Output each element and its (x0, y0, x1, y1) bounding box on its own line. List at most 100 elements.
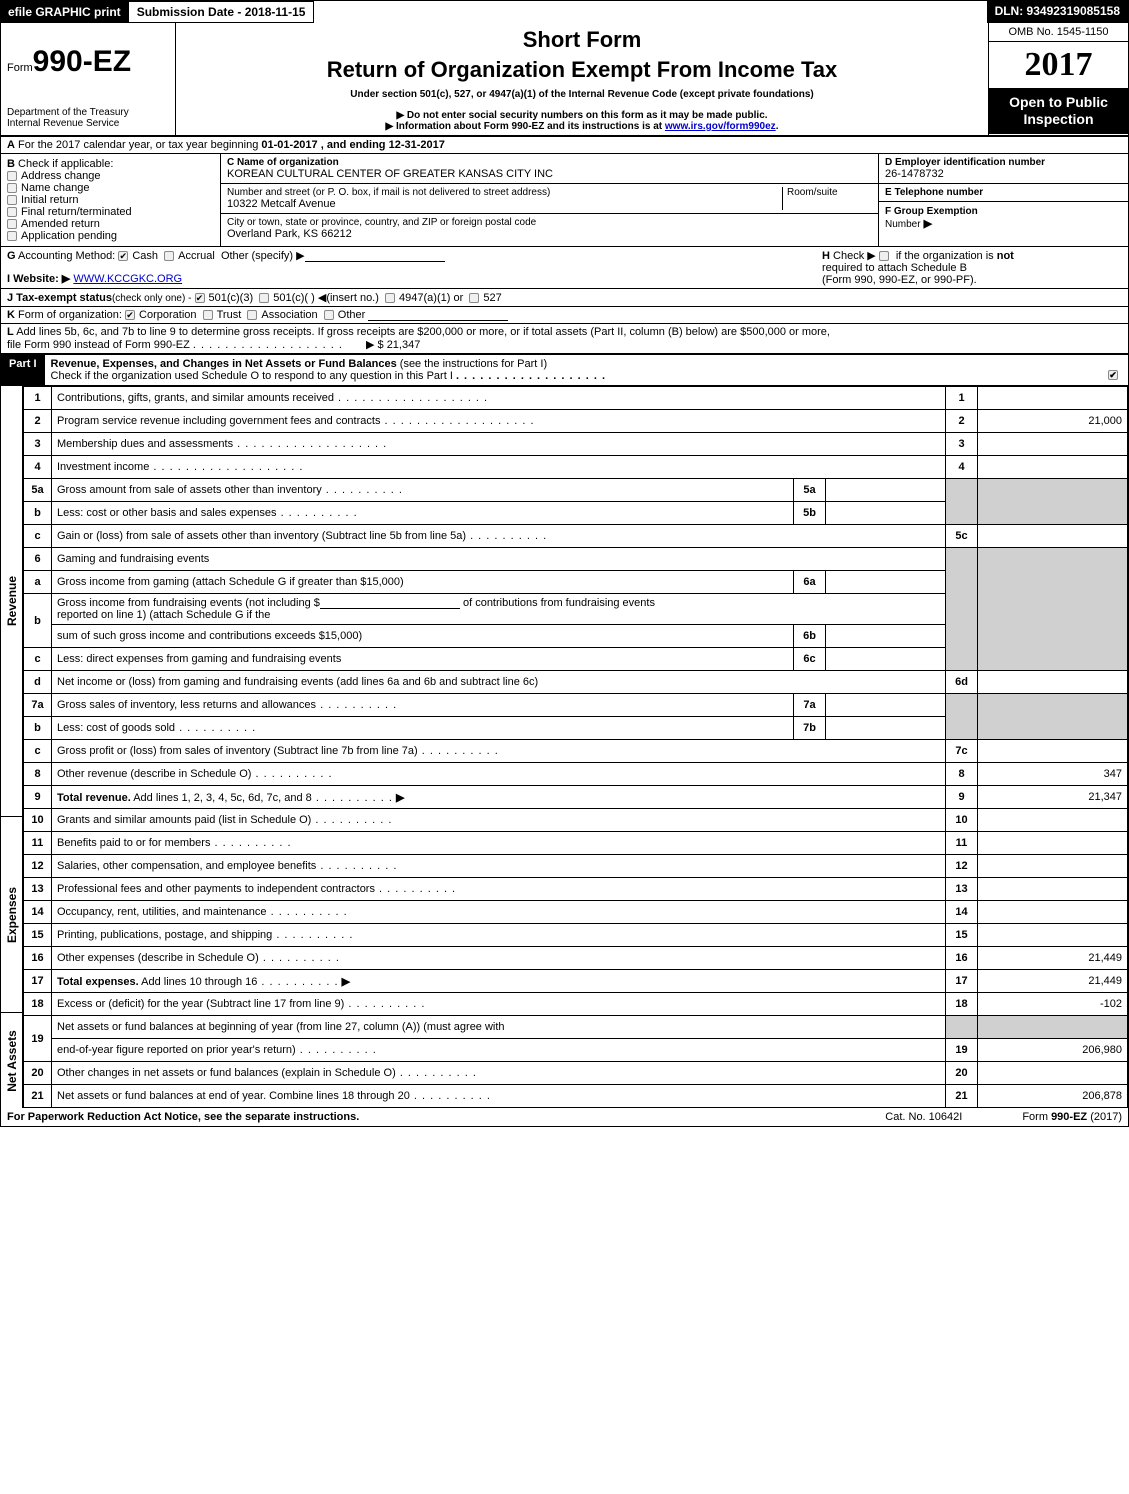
checkbox-501c[interactable] (259, 293, 269, 303)
line-7a: 7aGross sales of inventory, less returns… (24, 694, 1128, 717)
checkbox-initial-return[interactable] (7, 195, 17, 205)
footer-mid: Cat. No. 10642I (885, 1111, 962, 1123)
ln-12-rn: 12 (946, 855, 978, 878)
ln-12-num: 12 (24, 855, 52, 878)
ln-5c-desc: Gain or (loss) from sale of assets other… (57, 530, 466, 542)
row-j: J Tax-exempt status(check only one) - 50… (1, 289, 1128, 307)
ln-6b-mn: 6b (794, 625, 826, 648)
l-dots (193, 339, 343, 351)
ln-2-val: 21,000 (978, 410, 1128, 433)
omb-number: OMB No. 1545-1150 (989, 23, 1128, 42)
b-title: Check if applicable: (18, 158, 113, 170)
b-opt-0: Address change (21, 170, 101, 182)
h-text4: (Form 990, 990-EZ, or 990-PF). (822, 274, 977, 286)
ln-8-desc: Other revenue (describe in Schedule O) (57, 768, 251, 780)
efile-print-button[interactable]: efile GRAPHIC print (1, 1, 128, 23)
ln-6a-mv (826, 571, 946, 594)
shade-19 (946, 1016, 978, 1039)
line-14: 14 Occupancy, rent, utilities, and mainte… (24, 901, 1128, 924)
line-7c: cGross profit or (loss) from sales of in… (24, 740, 1128, 763)
dept-irs: Internal Revenue Service (7, 118, 169, 129)
checkbox-cash[interactable] (118, 251, 128, 261)
h-block: H Check ▶ if the organization is not req… (822, 249, 1122, 286)
ln-21-dots (410, 1090, 491, 1102)
checkbox-501c3[interactable] (195, 293, 205, 303)
ln-7b-mv (826, 717, 946, 740)
ln-9-arrow: ▶ (396, 792, 404, 804)
c-street: 10322 Metcalf Avenue (227, 198, 782, 210)
part1-dots (456, 370, 606, 382)
checkbox-accrual[interactable] (164, 251, 174, 261)
ln-7c-rn: 7c (946, 740, 978, 763)
ln-3-num: 3 (24, 433, 52, 456)
ln-11-rn: 11 (946, 832, 978, 855)
ln-21-val: 206,878 (978, 1085, 1128, 1108)
label-i: I Website: ▶ (7, 273, 70, 285)
vtab-revenue-label: Revenue (5, 576, 19, 626)
vtab-expenses-label: Expenses (5, 886, 19, 942)
checkbox-address-change[interactable] (7, 171, 17, 181)
line-6: 6Gaming and fundraising events (24, 548, 1128, 571)
ln-4-desc: Investment income (57, 461, 303, 473)
ln-7b-desc: Less: cost of goods sold (57, 722, 256, 734)
ln-17-arrow: ▶ (342, 976, 350, 988)
checkbox-corporation[interactable] (125, 310, 135, 320)
f-label: F Group Exemption (885, 206, 978, 217)
ln-17-rn: 17 (946, 970, 978, 993)
label-b: B (7, 158, 15, 170)
ln-18-dots (344, 998, 425, 1010)
ln-2-desc: Program service revenue including govern… (57, 415, 535, 427)
checkbox-schedule-o[interactable] (1108, 370, 1118, 380)
ln-3-rn: 3 (946, 433, 978, 456)
ln-3-val (978, 433, 1128, 456)
ln-14-desc: Occupancy, rent, utilities, and maintena… (57, 906, 267, 918)
line-17: 17Total expenses. Add lines 10 through 1… (24, 970, 1128, 993)
ln-5c-rn: 5c (946, 525, 978, 548)
website-link[interactable]: WWW.KCCGKC.ORG (73, 273, 182, 285)
line-15: 15Printing, publications, postage, and s… (24, 924, 1128, 947)
ln-6b-amount-input[interactable] (320, 597, 460, 609)
ln-14-num: 14 (24, 901, 52, 924)
b-opt-3: Final return/terminated (21, 206, 132, 218)
checkbox-amended-return[interactable] (7, 219, 17, 229)
part1-header: Part I Revenue, Expenses, and Changes in… (1, 354, 1128, 386)
ln-6d-num: d (24, 671, 52, 694)
c-name-label: C Name of organization (227, 157, 872, 168)
ln-7c-num: c (24, 740, 52, 763)
ln-5a-desc: Gross amount from sale of assets other t… (57, 484, 403, 496)
ln-12-desc: Salaries, other compensation, and employ… (57, 860, 316, 872)
row-l: L Add lines 5b, 6c, and 7b to line 9 to … (1, 324, 1128, 354)
checkbox-4947[interactable] (385, 293, 395, 303)
submission-date: Submission Date - 2018-11-15 (128, 1, 315, 23)
ln-6c-desc: Less: direct expenses from gaming and fu… (57, 653, 341, 665)
a-text2: , and ending (321, 139, 389, 151)
c-city: Overland Park, KS 66212 (227, 228, 872, 240)
k-other-input[interactable] (368, 309, 508, 321)
label-g: G (7, 250, 16, 262)
ln-6c-mn: 6c (794, 648, 826, 671)
b-opt-1: Name change (21, 182, 90, 194)
checkbox-527[interactable] (469, 293, 479, 303)
ln-18-val: -102 (978, 993, 1128, 1016)
line-13: 13Professional fees and other payments t… (24, 878, 1128, 901)
checkbox-name-change[interactable] (7, 183, 17, 193)
checkbox-h[interactable] (879, 251, 889, 261)
ln-1-num: 1 (24, 387, 52, 410)
vtab-revenue: Revenue (1, 386, 23, 816)
checkbox-final-return[interactable] (7, 207, 17, 217)
ln-15-val (978, 924, 1128, 947)
ln-20-num: 20 (24, 1062, 52, 1085)
checkbox-trust[interactable] (203, 310, 213, 320)
a-end: 12-31-2017 (389, 139, 445, 151)
checkbox-application-pending[interactable] (7, 231, 17, 241)
checkbox-association[interactable] (247, 310, 257, 320)
header-subnote: Under section 501(c), 527, or 4947(a)(1)… (180, 89, 984, 100)
ln-20-rn: 20 (946, 1062, 978, 1085)
ln-6b-num: b (24, 594, 52, 648)
ln-6-desc: Gaming and fundraising events (57, 553, 209, 565)
ln-11-num: 11 (24, 832, 52, 855)
g-other-input[interactable] (305, 250, 445, 262)
j-opt-1: 501(c)( ) ◀(insert no.) (273, 292, 379, 304)
form990ez-link[interactable]: www.irs.gov/form990ez (665, 121, 776, 132)
checkbox-other-org[interactable] (324, 310, 334, 320)
